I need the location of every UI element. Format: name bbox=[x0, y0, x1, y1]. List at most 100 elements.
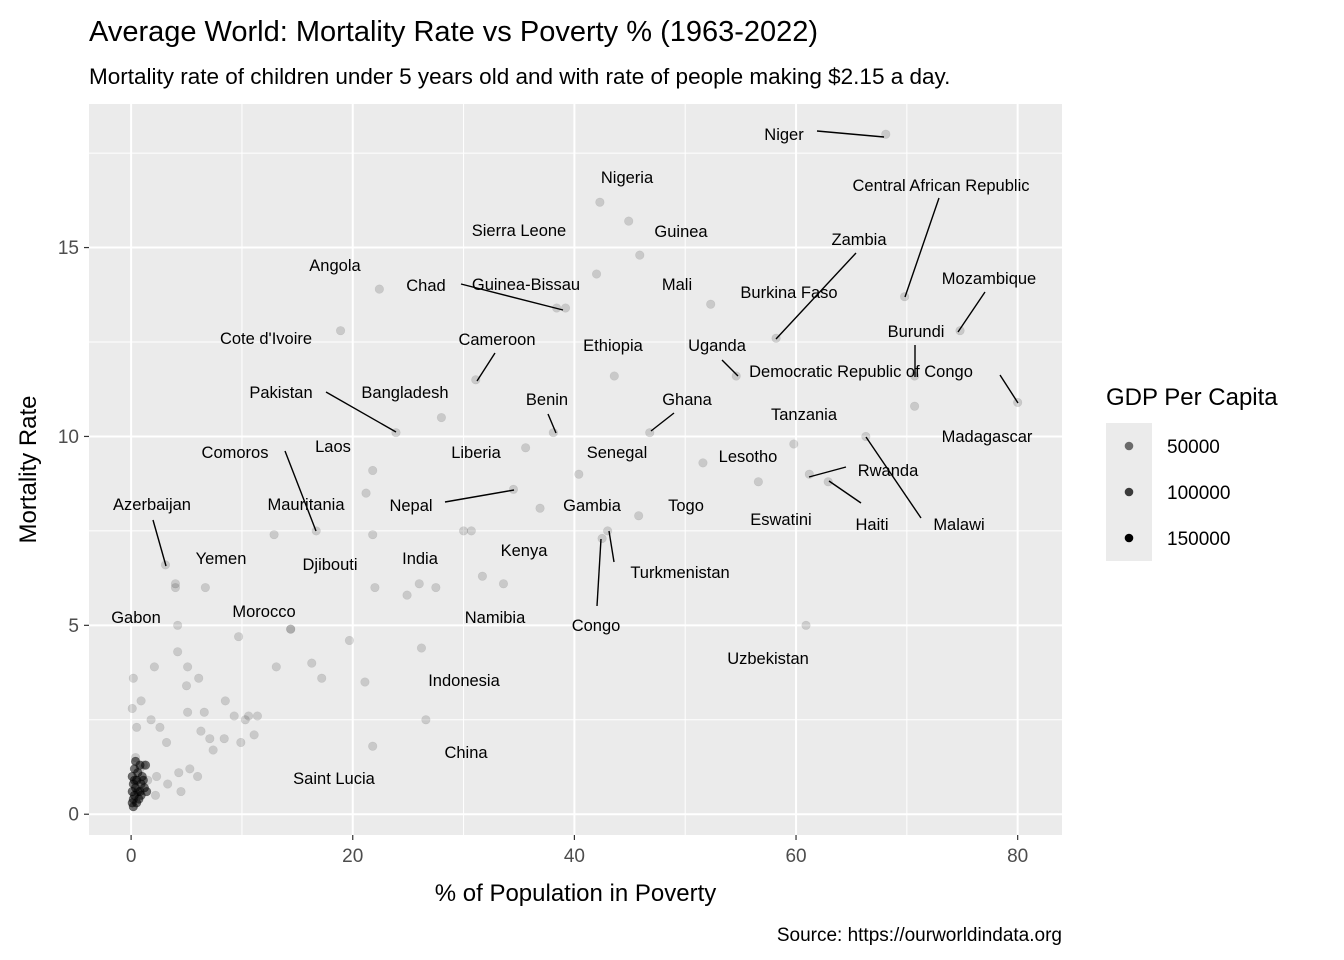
data-point bbox=[431, 582, 441, 593]
point-label: Malawi bbox=[933, 516, 984, 534]
point-label: Senegal bbox=[587, 444, 648, 462]
data-point bbox=[368, 465, 378, 476]
label-leader-line bbox=[284, 450, 317, 532]
point-label: Tanzania bbox=[771, 406, 838, 424]
data-point bbox=[200, 582, 210, 593]
y-axis-ticks: 0 5 10 15 bbox=[58, 238, 89, 826]
point-label: Gambia bbox=[563, 497, 622, 515]
point-label: Ethiopia bbox=[583, 337, 643, 355]
data-point bbox=[252, 711, 263, 721]
data-point bbox=[219, 734, 229, 744]
point-label: Pakistan bbox=[249, 384, 312, 402]
data-point bbox=[138, 775, 148, 785]
y-axis-title: Mortality Rate bbox=[15, 395, 42, 543]
data-point bbox=[560, 303, 571, 313]
x-axis-title: % of Population in Poverty bbox=[435, 880, 717, 907]
data-point bbox=[183, 707, 193, 717]
data-point bbox=[135, 760, 145, 770]
data-point bbox=[753, 477, 763, 487]
data-point bbox=[498, 579, 509, 589]
data-point bbox=[597, 533, 607, 544]
data-point bbox=[574, 469, 584, 479]
data-point bbox=[421, 715, 431, 725]
data-point bbox=[128, 673, 138, 683]
data-point bbox=[635, 250, 645, 260]
label-leader-line bbox=[608, 530, 615, 563]
label-leader-line bbox=[808, 466, 847, 478]
data-point bbox=[414, 579, 424, 589]
data-point bbox=[183, 662, 193, 672]
data-point bbox=[229, 711, 239, 721]
point-label: Kenya bbox=[501, 542, 549, 560]
point-label: Yemen bbox=[196, 550, 247, 568]
data-point bbox=[193, 771, 203, 782]
label-leader-line bbox=[547, 413, 557, 434]
data-point bbox=[458, 526, 469, 536]
point-label: Laos bbox=[315, 438, 351, 456]
legend-key bbox=[1124, 533, 1134, 543]
data-point bbox=[176, 786, 186, 797]
data-point bbox=[205, 734, 215, 744]
data-point bbox=[591, 269, 602, 279]
data-point bbox=[174, 768, 184, 778]
point-label: Burundi bbox=[888, 323, 945, 341]
point-label: Ghana bbox=[662, 391, 712, 409]
legend-label: 50000 bbox=[1167, 437, 1220, 458]
label-leader-line bbox=[596, 538, 602, 607]
data-point bbox=[706, 299, 716, 309]
point-label: Lesotho bbox=[719, 448, 778, 466]
legend-key bbox=[1124, 487, 1134, 497]
point-label: Mali bbox=[662, 276, 692, 294]
label-leader-line bbox=[325, 391, 397, 433]
data-point bbox=[132, 798, 142, 808]
label-leader-line bbox=[650, 412, 675, 432]
data-points bbox=[127, 129, 1023, 812]
point-label: Djibouti bbox=[302, 556, 357, 574]
legend-key bbox=[1124, 441, 1134, 451]
data-point bbox=[132, 722, 142, 732]
data-point bbox=[595, 197, 605, 207]
data-point bbox=[508, 484, 519, 494]
data-point bbox=[521, 443, 531, 453]
point-label: Congo bbox=[572, 617, 621, 635]
y-tick-label: 10 bbox=[58, 427, 79, 448]
point-label: Morocco bbox=[232, 603, 295, 621]
data-point bbox=[335, 326, 346, 336]
point-label: Burkina Faso bbox=[740, 284, 837, 302]
label-leader-line bbox=[828, 480, 862, 504]
data-point bbox=[196, 726, 206, 736]
label-leader-line bbox=[476, 352, 496, 382]
label-leader-line bbox=[460, 283, 564, 311]
data-point bbox=[910, 401, 920, 411]
point-label: Haiti bbox=[855, 516, 888, 534]
point-label: Niger bbox=[764, 126, 804, 144]
data-point bbox=[129, 775, 140, 785]
label-leader-line bbox=[904, 197, 940, 298]
data-point bbox=[368, 530, 378, 540]
data-point bbox=[344, 635, 355, 646]
point-label: Uzbekistan bbox=[727, 650, 809, 668]
data-point bbox=[181, 681, 192, 691]
data-point bbox=[150, 790, 161, 800]
data-point bbox=[471, 375, 481, 385]
data-point bbox=[698, 458, 708, 468]
plot-panel bbox=[89, 104, 1062, 835]
point-label: Central African Republic bbox=[852, 177, 1029, 195]
point-label: Cote d'Ivoire bbox=[220, 330, 312, 348]
data-point bbox=[170, 582, 181, 593]
x-tick-label: 40 bbox=[564, 846, 585, 867]
point-label: Turkmenistan bbox=[630, 564, 729, 582]
data-point bbox=[152, 771, 162, 782]
data-point bbox=[243, 711, 254, 721]
x-tick-label: 0 bbox=[126, 846, 137, 867]
data-point bbox=[286, 624, 296, 634]
data-point bbox=[208, 745, 218, 755]
x-tick-label: 60 bbox=[785, 846, 806, 867]
data-point bbox=[234, 632, 244, 642]
data-point bbox=[271, 662, 281, 672]
data-point bbox=[609, 371, 619, 381]
point-label: Nepal bbox=[389, 497, 432, 515]
point-label: Mauritania bbox=[267, 496, 345, 514]
data-point bbox=[146, 715, 156, 725]
data-point bbox=[634, 511, 644, 521]
